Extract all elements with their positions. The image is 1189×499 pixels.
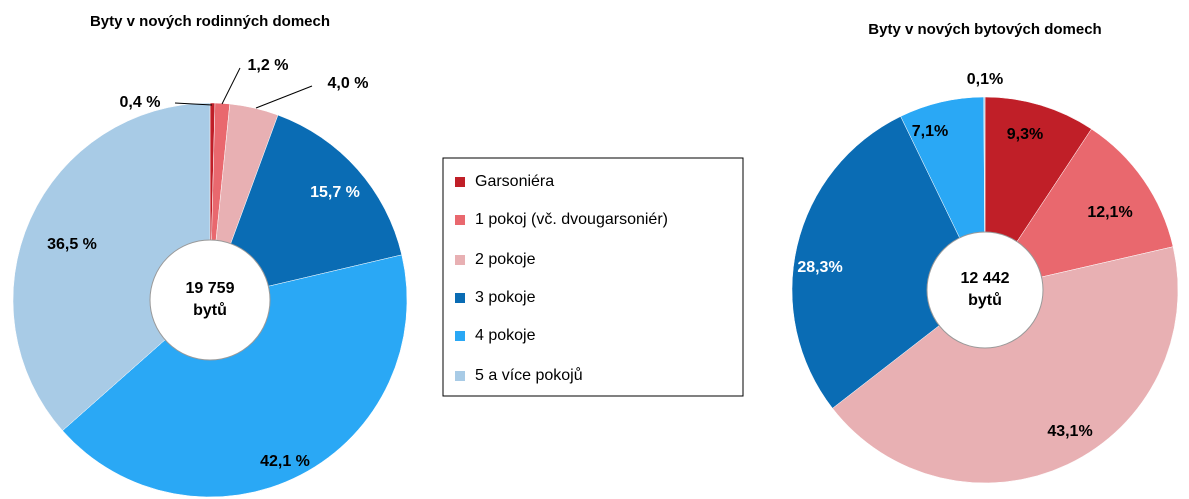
center-label: 19 759 — [186, 280, 235, 297]
legend-label: 1 pokoj (vč. dvougarsoniér) — [475, 211, 668, 228]
data-label: 0,1% — [967, 71, 1003, 88]
data-label: 12,1% — [1087, 204, 1132, 221]
center-hole — [149, 239, 271, 361]
leader-line — [221, 67, 241, 105]
legend-label: 2 pokoje — [475, 251, 536, 268]
legend-swatch — [455, 255, 465, 265]
pie-slice — [791, 116, 986, 409]
pie-slice — [209, 114, 403, 301]
leader-line — [255, 85, 313, 109]
center-label: bytů — [968, 292, 1002, 309]
data-label: 9,3% — [1007, 126, 1043, 143]
legend-label: Garsoniéra — [475, 173, 554, 190]
data-label: 42,1 % — [260, 453, 310, 470]
chart-title: Byty v nových bytových domech — [868, 21, 1101, 38]
legend-swatch — [455, 215, 465, 225]
legend-box — [442, 157, 744, 397]
chart-title: Byty v nových rodinných domech — [90, 13, 330, 30]
center-label: 12 442 — [961, 270, 1010, 287]
legend-label: 5 a více pokojů — [475, 366, 583, 384]
legend-swatch — [455, 177, 465, 187]
data-label: 28,3% — [797, 259, 842, 276]
legend-swatch — [455, 331, 465, 341]
pie-slice — [984, 128, 1174, 291]
center-hole — [926, 231, 1044, 349]
leader-line — [174, 102, 213, 106]
legend-swatch — [455, 371, 465, 381]
data-label: 0,4 % — [120, 94, 161, 111]
legend-label: 4 pokoje — [475, 327, 536, 344]
pie-slice — [983, 96, 986, 291]
data-label: 1,2 % — [248, 57, 289, 74]
data-label: 4,0 % — [328, 75, 369, 92]
pie-slice — [12, 102, 211, 431]
pie-slice — [832, 246, 1179, 484]
data-label: 43,1% — [1047, 423, 1092, 440]
pie-slice — [62, 254, 408, 498]
data-label: 15,7 % — [310, 184, 360, 201]
legend-label: 3 pokoje — [475, 289, 536, 306]
center-label: bytů — [193, 302, 227, 319]
data-label: 7,1% — [912, 123, 948, 140]
data-label: 36,5 % — [47, 236, 97, 253]
legend-swatch — [455, 293, 465, 303]
